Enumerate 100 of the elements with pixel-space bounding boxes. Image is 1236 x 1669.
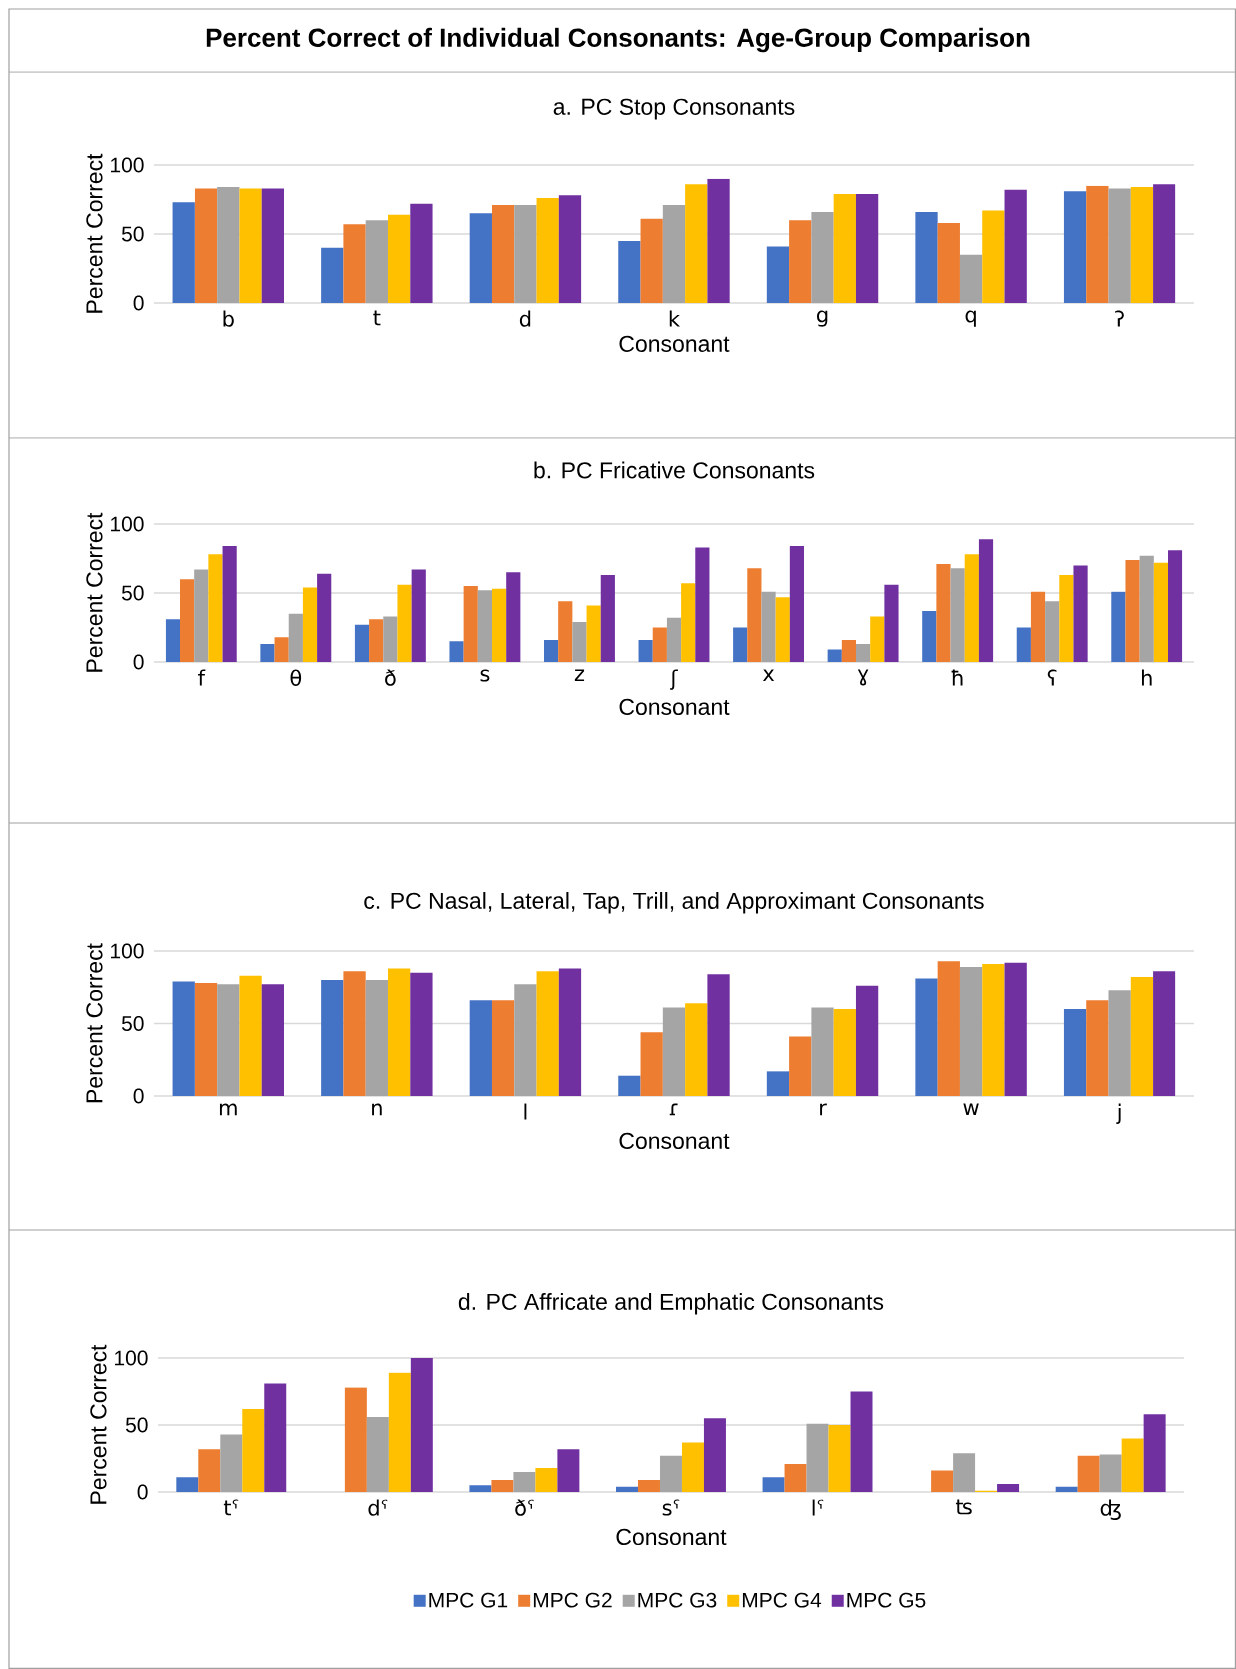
bar	[1108, 990, 1131, 1097]
bar	[685, 184, 708, 303]
x-tick-label: ɾ	[669, 1103, 678, 1116]
x-tick-label: w	[963, 1103, 979, 1116]
bar	[733, 627, 748, 663]
bar	[1108, 188, 1131, 303]
bar	[557, 1449, 580, 1493]
legend-label: MPC G4	[742, 1592, 822, 1608]
bar	[222, 546, 237, 663]
bar	[775, 597, 790, 663]
x-tick-label: ʔ	[1115, 310, 1124, 327]
bar	[261, 188, 284, 303]
y-tick-label: 50	[125, 1417, 148, 1433]
y-tick-label: 50	[121, 1016, 144, 1031]
bar	[666, 617, 682, 663]
bar	[492, 588, 507, 663]
bar	[870, 616, 885, 663]
bar	[662, 1007, 686, 1097]
bar	[747, 568, 762, 663]
bar	[784, 1463, 807, 1493]
bar	[978, 539, 994, 663]
x-tick-label: z	[574, 669, 585, 682]
y-axis-title: Percent Correct	[86, 512, 103, 672]
y-tick-label: 100	[111, 157, 144, 173]
bar	[618, 1075, 641, 1097]
bar	[659, 1455, 682, 1493]
bar	[288, 613, 303, 663]
bar	[449, 641, 464, 663]
x-tick-label: n	[372, 1103, 382, 1116]
bar	[572, 621, 587, 663]
bar	[915, 978, 938, 1097]
bar	[982, 210, 1005, 303]
x-tick-label: j	[1116, 1103, 1121, 1124]
bar	[1045, 601, 1060, 663]
bar	[766, 1071, 790, 1097]
bar	[600, 575, 615, 663]
bar	[922, 610, 937, 663]
bar	[513, 1471, 536, 1493]
bar	[176, 1477, 199, 1493]
y-tick-label: 50	[121, 585, 144, 601]
bar	[180, 579, 195, 663]
bar	[1125, 559, 1140, 663]
bar	[762, 1477, 785, 1493]
bar	[695, 547, 710, 663]
bar	[1086, 1000, 1109, 1097]
x-tick-label: q	[965, 310, 976, 327]
bar	[841, 639, 857, 663]
x-tick-label: l	[524, 1103, 527, 1120]
bar	[217, 984, 240, 1097]
bar	[194, 982, 218, 1097]
x-tick-label: h	[1142, 669, 1152, 686]
bar	[469, 1000, 492, 1097]
bar	[239, 975, 262, 1097]
bar	[242, 1408, 265, 1493]
bar	[536, 971, 559, 1097]
bar	[1055, 1486, 1078, 1493]
x-tick-label: sˤ	[662, 1499, 680, 1516]
y-tick-label: 0	[137, 1484, 148, 1500]
bar	[931, 1470, 954, 1493]
bar	[469, 1485, 492, 1493]
bar	[640, 218, 663, 303]
bar	[789, 1036, 812, 1097]
bar	[828, 1425, 851, 1493]
bar	[850, 1391, 873, 1493]
bar	[637, 1479, 660, 1493]
bar	[1111, 591, 1126, 663]
bar	[937, 961, 960, 1097]
bar	[1130, 977, 1154, 1097]
bar	[997, 1483, 1020, 1493]
x-tick-label: g	[817, 310, 828, 327]
bar	[789, 546, 805, 663]
y-tick-label: 0	[133, 654, 144, 670]
bar	[410, 1358, 433, 1493]
bar	[558, 601, 573, 663]
chart-title: a. PC Stop Consonants	[553, 98, 795, 120]
y-tick-label: 0	[133, 1088, 144, 1104]
bar	[1086, 185, 1109, 303]
bar	[936, 564, 951, 663]
bar	[1016, 627, 1031, 663]
bar	[707, 178, 730, 303]
bar	[535, 1467, 558, 1493]
bar	[410, 203, 433, 303]
bar	[463, 586, 478, 663]
x-tick-label: ð	[385, 669, 396, 686]
bar	[1004, 189, 1027, 303]
bar	[469, 213, 492, 303]
bar	[618, 240, 641, 303]
y-axis-title: Percent Correct	[90, 1344, 107, 1504]
bar	[544, 639, 559, 663]
bar	[884, 584, 899, 663]
x-tick-label: ðˤ	[515, 1499, 534, 1516]
bar	[638, 639, 653, 663]
x-tick-label: m	[219, 1103, 237, 1116]
bar	[1077, 1455, 1100, 1493]
bar	[766, 246, 790, 303]
chart-title: d. PC Affricate and Emphatic Consonants	[458, 1293, 884, 1315]
chart-title: b. PC Fricative Consonants	[534, 461, 815, 479]
bar	[1153, 971, 1176, 1097]
y-tick-label: 100	[111, 943, 144, 959]
bar	[369, 619, 384, 663]
